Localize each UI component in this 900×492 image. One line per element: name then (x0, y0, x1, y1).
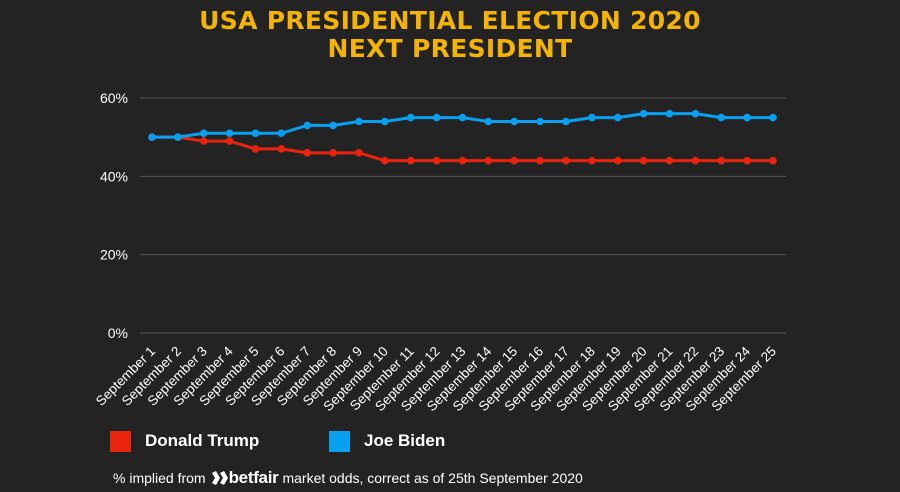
data-point-joe-biden (639, 109, 648, 118)
data-point-donald-trump (303, 149, 312, 157)
footnote-prefix: % implied from (113, 470, 206, 486)
data-point-joe-biden (148, 133, 156, 141)
data-point-joe-biden (691, 109, 700, 118)
data-point-joe-biden (303, 121, 312, 130)
data-point-joe-biden (174, 133, 182, 141)
data-point-donald-trump (588, 156, 596, 165)
legend-item-trump: Donald Trump (110, 430, 259, 452)
data-point-donald-trump (743, 156, 751, 165)
data-point-donald-trump (665, 156, 674, 165)
data-point-joe-biden (406, 113, 415, 122)
data-point-joe-biden (665, 109, 674, 118)
data-point-joe-biden (381, 117, 389, 126)
data-point-donald-trump (458, 156, 467, 165)
data-point-donald-trump (225, 137, 234, 145)
data-point-donald-trump (277, 145, 286, 153)
betfair-logo: betfair (211, 468, 279, 488)
y-tick-label: 0% (108, 325, 128, 341)
chart-title-line-1: USA PRESIDENTIAL ELECTION 2020 (199, 6, 701, 35)
y-tick-label: 20% (100, 247, 128, 263)
footnote-suffix: market odds, correct as of 25th Septembe… (282, 470, 583, 486)
data-point-joe-biden (277, 129, 286, 138)
chart-title-line-2: NEXT PRESIDENT (327, 34, 573, 63)
data-point-donald-trump (613, 156, 622, 165)
data-point-joe-biden (225, 129, 234, 138)
betfair-arrows-icon (211, 471, 228, 485)
source-footnote: % implied from betfair market odds, corr… (113, 468, 583, 488)
data-point-joe-biden (769, 113, 777, 122)
data-point-joe-biden (355, 117, 363, 126)
data-point-joe-biden (562, 117, 570, 126)
legend-swatch-trump (110, 430, 131, 452)
data-point-donald-trump (329, 149, 337, 157)
legend-label-biden: Joe Biden (364, 431, 446, 450)
data-point-joe-biden (458, 113, 467, 122)
legend-item-biden: Joe Biden (329, 430, 445, 452)
data-point-joe-biden (199, 129, 208, 138)
data-point-donald-trump (484, 156, 493, 165)
data-point-donald-trump (769, 156, 777, 165)
gridlines (140, 97, 786, 334)
data-point-donald-trump (562, 156, 570, 165)
data-point-donald-trump (432, 156, 441, 165)
data-point-donald-trump (639, 156, 648, 165)
data-point-joe-biden (613, 113, 622, 122)
data-point-donald-trump (536, 156, 544, 165)
data-point-joe-biden (588, 113, 596, 122)
series-lines (148, 109, 777, 165)
data-point-joe-biden (743, 113, 751, 122)
data-point-donald-trump (381, 156, 389, 165)
data-point-joe-biden (484, 117, 493, 126)
data-point-donald-trump (691, 156, 700, 165)
data-point-donald-trump (355, 149, 363, 157)
data-point-donald-trump (406, 156, 415, 165)
data-point-donald-trump (717, 156, 726, 165)
data-point-donald-trump (199, 137, 208, 145)
data-point-donald-trump (251, 145, 260, 153)
data-point-joe-biden (329, 121, 337, 130)
data-point-joe-biden (432, 113, 441, 122)
data-point-joe-biden (717, 113, 726, 122)
data-point-joe-biden (510, 117, 519, 126)
y-tick-label: 40% (100, 168, 128, 184)
data-point-joe-biden (251, 129, 260, 138)
data-point-donald-trump (510, 156, 519, 165)
data-point-joe-biden (536, 117, 544, 126)
y-axis-ticks: 0% 20% 40% 60% (100, 90, 128, 341)
legend-swatch-biden (329, 430, 350, 452)
y-tick-label: 60% (100, 90, 128, 106)
betfair-wordmark: betfair (228, 468, 279, 487)
legend-label-trump: Donald Trump (145, 431, 260, 450)
